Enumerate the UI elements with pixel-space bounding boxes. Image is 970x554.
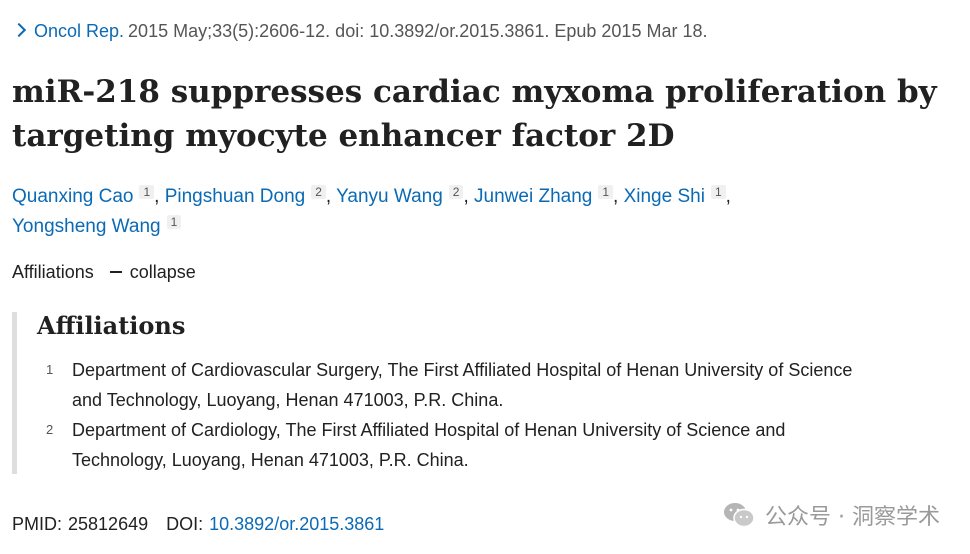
doi-label: DOI:	[166, 514, 204, 534]
affiliation-ref[interactable]: 1	[710, 185, 726, 199]
author-link[interactable]: Yanyu Wang	[336, 186, 443, 207]
affiliation-text: Department of Cardiology, The First Affi…	[72, 420, 786, 470]
doi-link[interactable]: 10.3892/or.2015.3861	[209, 514, 385, 534]
affiliation-number: 2	[46, 422, 54, 437]
affiliation-ref[interactable]: 1	[166, 215, 182, 229]
affiliation-item: 2 Department of Cardiology, The First Aff…	[37, 415, 877, 475]
article-title: miR-218 suppresses cardiac myxoma prolif…	[12, 74, 937, 154]
affiliation-number: 1	[46, 362, 54, 377]
author-list: Quanxing Cao 1, Pingshuan Dong 2, Yanyu Wa…	[12, 185, 731, 237]
author-link[interactable]: Yongsheng Wang	[12, 216, 161, 237]
author-link[interactable]: Junwei Zhang	[474, 186, 593, 207]
watermark-text: 公众号 · 洞察学术	[765, 505, 940, 530]
affiliation-ref[interactable]: 1	[598, 185, 614, 199]
affiliation-ref[interactable]: 1	[139, 185, 155, 199]
watermark: 公众号 · 洞察学术	[723, 500, 940, 530]
author-link[interactable]: Pingshuan Dong	[164, 186, 306, 207]
pmid-label: PMID:	[12, 514, 63, 534]
minus-icon	[109, 271, 122, 273]
journal-citation: Oncol Rep. 2015 May;33(5):2606-12. doi: 1…	[11, 18, 708, 44]
affiliations-toggle[interactable]: Affiliations collapse	[12, 258, 196, 286]
chevron-right-icon[interactable]	[11, 22, 27, 38]
affiliation-ref[interactable]: 2	[448, 185, 464, 199]
affiliations-toggle-label: Affiliations	[12, 262, 94, 282]
affiliation-text: Department of Cardiovascular Surgery, Th…	[72, 360, 853, 410]
journal-link[interactable]: Oncol Rep.	[34, 21, 125, 41]
author-link[interactable]: Xinge Shi	[623, 186, 705, 207]
affiliations-heading: Affiliations	[37, 311, 186, 340]
collapse-link[interactable]: collapse	[129, 262, 196, 282]
affiliations-list: 1 Department of Cardiovascular Surgery, T…	[37, 355, 877, 475]
author-link[interactable]: Quanxing Cao	[12, 186, 134, 207]
wechat-icon	[724, 503, 755, 528]
citation-text: 2015 May;33(5):2606-12. doi: 10.3892/or.…	[128, 21, 708, 41]
affiliation-item: 1 Department of Cardiovascular Surgery, T…	[37, 355, 877, 415]
pmid-value: 25812649	[68, 514, 149, 534]
affiliation-ref[interactable]: 2	[311, 185, 326, 199]
affiliations-panel: Affiliations 1 Department of Cardiovascul…	[12, 312, 897, 474]
article-identifiers: PMID: 25812649 DOI: 10.3892/or.2015.3861	[12, 511, 384, 537]
